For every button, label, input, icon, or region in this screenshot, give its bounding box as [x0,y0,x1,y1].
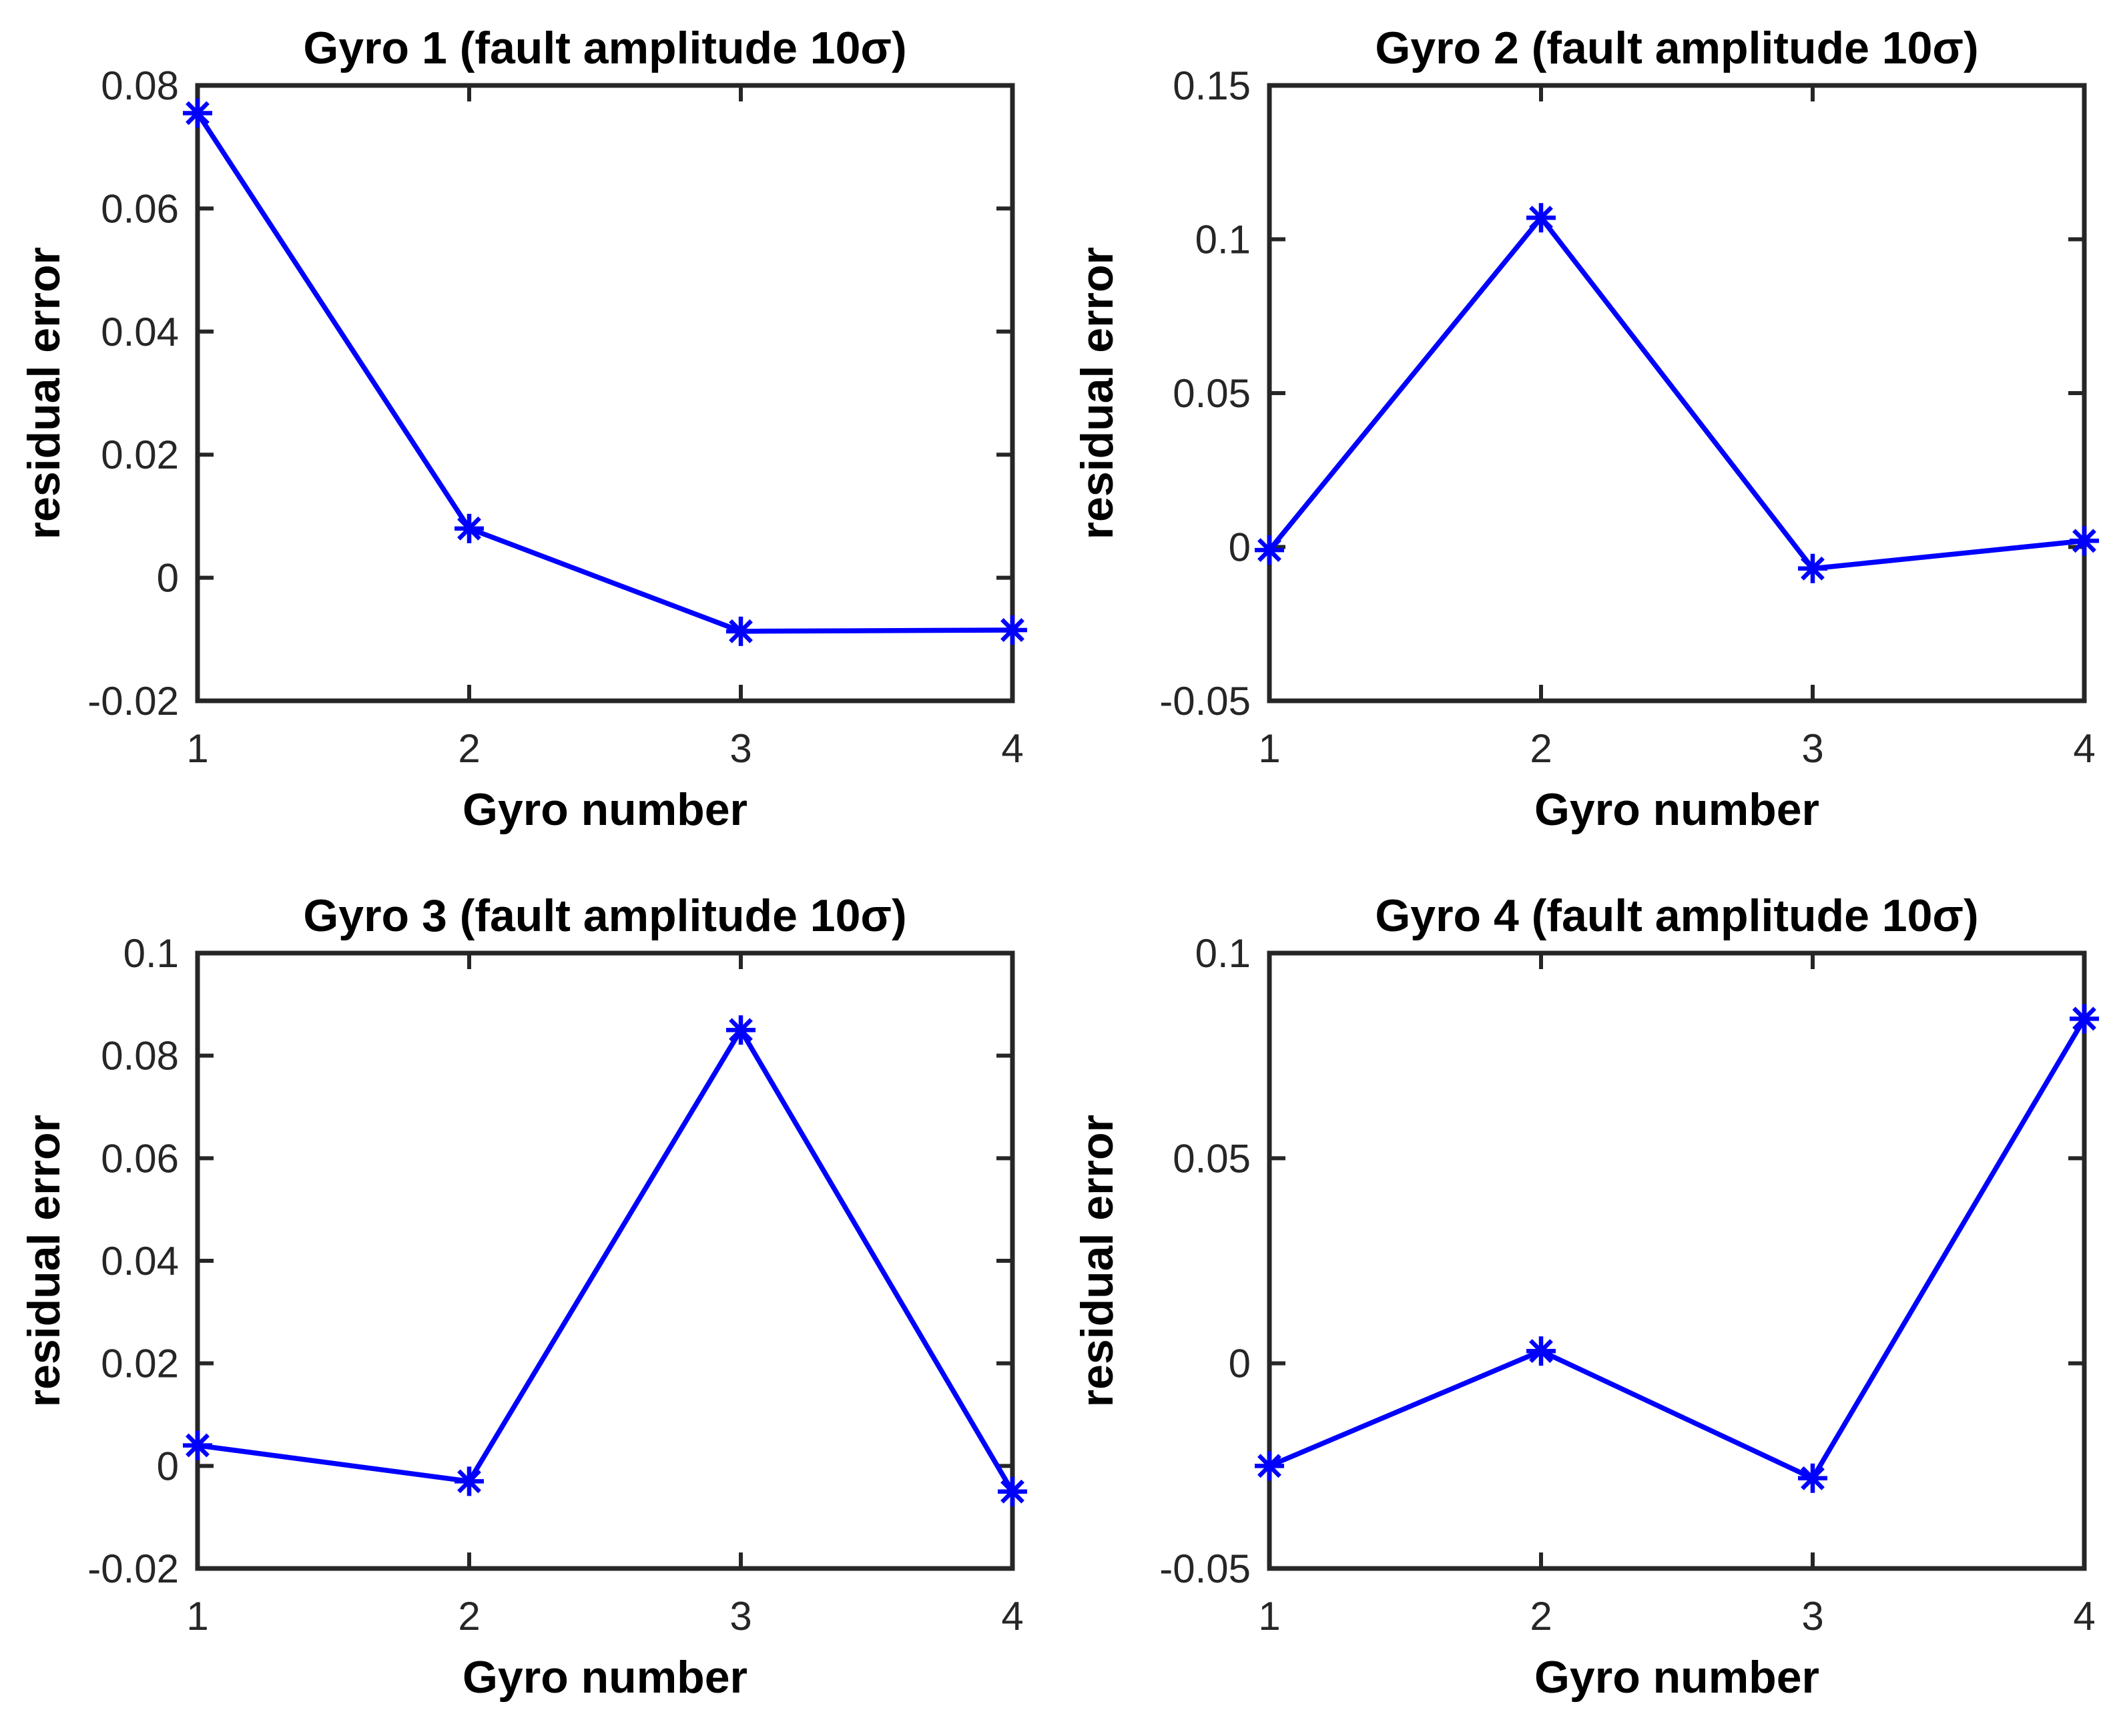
x-axis-label: Gyro number [1534,784,1819,835]
plot-area: 1 2 3 4 -0.05 0 0.05 0.1 0.15 [1159,63,2099,771]
x-axis-label: Gyro number [463,784,747,835]
plot-frame [195,83,1015,703]
subplot-gyro-4: Gyro 4 (fault amplitude 10σ) residual er… [1053,868,2107,1736]
data-point-marker [726,1015,756,1045]
y-tick-label: 0.1 [123,931,179,976]
plot-area: 1 2 3 4 -0.02 0 0.02 0.04 0.06 0.08 0.1 [87,931,1027,1639]
data-point-marker [1526,203,1556,233]
y-tick-label: 0.02 [101,432,179,477]
data-point-marker [1798,553,1827,583]
plot-frame [195,950,1015,1571]
plot-area: 1 2 3 4 -0.05 0 0.05 0.1 [1159,931,2099,1639]
y-tick-label: 0 [1229,1342,1251,1386]
x-tick-label: 3 [729,1594,751,1639]
x-axis-label: Gyro number [463,1652,747,1703]
x-tick-label: 4 [1001,1594,1023,1639]
data-point-marker [455,1466,484,1496]
x-tick-label: 2 [1530,726,1552,771]
data-point-marker [1255,535,1284,565]
data-point-marker [1255,1451,1284,1481]
y-tick-label: 0.08 [101,63,179,108]
data-point-marker [1526,1336,1556,1366]
data-point-marker [455,513,484,543]
x-tick-label: 3 [1801,726,1823,771]
subplot-gyro-3: Gyro 3 (fault amplitude 10σ) residual er… [0,868,1054,1736]
y-tick-label: 0.1 [1195,218,1251,262]
y-tick-label: -0.02 [87,1546,179,1591]
y-tick-label: 0.02 [101,1342,179,1386]
y-tick-label: 0.04 [101,1239,179,1283]
y-tick-label: 0.06 [101,1136,179,1181]
y-tick-label: 0.15 [1173,63,1251,108]
plot-frame [1267,950,2087,1571]
y-tick-label: -0.02 [87,679,179,724]
x-tick-label: 2 [1530,1594,1552,1639]
data-point-marker [998,615,1027,645]
x-tick-label: 2 [458,1594,480,1639]
y-tick-label: 0.08 [101,1034,179,1079]
x-tick-label: 1 [1258,726,1280,771]
subplot-gyro-1: Gyro 1 (fault amplitude 10σ) residual er… [0,0,1054,868]
y-tick-label: 0 [157,1444,179,1488]
data-point-marker [1798,1463,1827,1493]
chart-title: Gyro 4 (fault amplitude 10σ) [1375,890,1979,941]
x-tick-label: 3 [1801,1594,1823,1639]
x-tick-label: 4 [2073,1594,2095,1639]
data-point-marker [183,1430,212,1460]
x-tick-label: 1 [186,1594,208,1639]
data-point-marker [726,616,756,646]
chart-title: Gyro 1 (fault amplitude 10σ) [303,23,907,73]
x-tick-label: 3 [729,726,751,771]
x-axis-label: Gyro number [1534,1652,1819,1703]
y-tick-label: 0.06 [101,186,179,231]
data-line [1268,1017,2087,1482]
x-tick-label: 4 [2073,726,2095,771]
data-point-marker [183,98,212,128]
y-tick-label: 0 [1229,525,1251,570]
subplot-gyro-2: Gyro 2 (fault amplitude 10σ) residual er… [1053,0,2107,868]
chart-title: Gyro 2 (fault amplitude 10σ) [1375,23,1979,73]
y-tick-label: 0.04 [101,310,179,354]
data-point-marker [2070,1004,2099,1034]
y-tick-label: -0.05 [1159,679,1251,724]
x-tick-label: 4 [1001,726,1023,771]
y-tick-label: 0 [157,556,179,601]
data-line [1267,214,2085,571]
y-tick-label: 0.1 [1195,931,1251,976]
data-point-marker [998,1476,1027,1506]
data-line [197,1025,1015,1493]
x-tick-label: 2 [458,726,480,771]
y-tick-label: -0.05 [1159,1546,1251,1591]
data-line [195,111,1013,634]
y-tick-label: 0.05 [1173,371,1251,416]
y-tick-label: 0.05 [1173,1136,1251,1181]
x-tick-label: 1 [186,726,208,771]
chart-title: Gyro 3 (fault amplitude 10σ) [303,890,907,941]
data-point-marker [2070,526,2099,556]
plot-area: 1 2 3 4 -0.02 0 0.02 0.04 0.06 0.08 [87,63,1027,771]
x-tick-label: 1 [1258,1594,1280,1639]
